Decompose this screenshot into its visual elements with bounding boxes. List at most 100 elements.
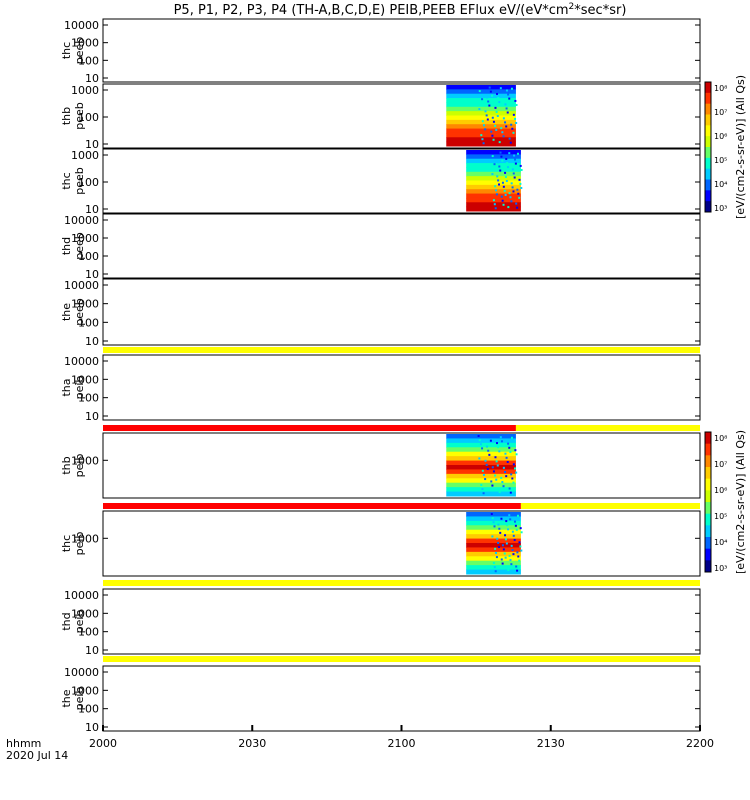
- colorbar-segment: [705, 136, 711, 148]
- spectrogram-cell: [488, 104, 491, 107]
- colorbar-tick-label: 10⁶: [714, 486, 727, 495]
- colorbar-tick-label: 10⁵: [714, 156, 727, 165]
- y-tick-label: 100: [78, 54, 99, 67]
- spectrogram-cell: [502, 203, 505, 206]
- spectrogram-cell: [515, 166, 518, 169]
- panel-frame: [102, 18, 701, 83]
- spectrogram-cell: [466, 202, 521, 208]
- y-axis-label: peeb: [73, 232, 86, 260]
- spectrogram-cell: [510, 563, 513, 566]
- spectrogram-cell: [491, 134, 494, 137]
- spectrogram-cell: [510, 87, 513, 90]
- spectrogram-cell: [500, 155, 503, 158]
- spectrogram-cell: [477, 86, 480, 88]
- colorbar-segment: [705, 92, 711, 105]
- spectrogram-cell: [503, 189, 506, 192]
- spectrogram-cell: [480, 134, 483, 137]
- spectrogram-cell: [516, 206, 519, 209]
- spectrogram-cell: [488, 453, 491, 456]
- spectrogram-cell: [479, 443, 482, 446]
- spectrogram-cell: [486, 445, 489, 448]
- spectrogram-cell: [487, 100, 490, 103]
- spectrogram-cell: [446, 106, 516, 112]
- colorbar-segment: [705, 490, 711, 503]
- spectrogram-cell: [510, 473, 513, 476]
- spectrogram-cell: [497, 541, 500, 544]
- spectrogram-cell: [502, 185, 505, 188]
- spectrogram-cell: [517, 555, 520, 558]
- spectrogram-cell: [466, 525, 521, 531]
- colorbar-segment: [705, 443, 711, 456]
- spectrogram-cell: [446, 478, 516, 484]
- spectrogram-cell: [512, 481, 515, 484]
- y-axis-label: peib: [73, 376, 86, 400]
- colorbar-segment: [705, 190, 711, 202]
- spectrogram-cell: [446, 93, 516, 99]
- x-tick-label: 2100: [388, 737, 416, 750]
- spectrogram-cell: [501, 544, 504, 547]
- spectrogram-block: [466, 512, 523, 575]
- colorbar-segment: [705, 147, 711, 159]
- y-tick-label: 1000: [71, 532, 99, 545]
- y-tick-label: 10: [85, 410, 99, 423]
- coverage-bar: [103, 580, 700, 586]
- spectrogram-cell: [504, 452, 507, 455]
- spectrogram-cell: [510, 123, 513, 126]
- spectrogram-cell: [504, 534, 507, 537]
- spectrogram-cell: [495, 478, 498, 481]
- spectrogram-cell: [488, 435, 491, 438]
- spectrogram-cell: [491, 94, 494, 97]
- spectrogram-cell: [509, 141, 512, 144]
- colorbar-tick-label: 10⁶: [714, 132, 727, 141]
- spectrogram-cell: [466, 193, 521, 199]
- x-tick-label: 2030: [238, 737, 266, 750]
- y-tick-label: 10: [85, 72, 99, 85]
- spectrogram-cell: [490, 513, 493, 515]
- spectrogram-cell: [494, 547, 497, 550]
- colorbar-segment: [705, 525, 711, 538]
- spectrogram-cell: [498, 101, 501, 104]
- spectrogram-cell: [505, 107, 508, 110]
- spectrogram-cell: [446, 473, 516, 479]
- spectrogram-cell: [499, 169, 502, 172]
- spectrogram-cell: [446, 137, 516, 143]
- spectrogram-cell: [519, 527, 522, 530]
- spectrogram-cell: [504, 103, 507, 106]
- spectrogram-cell: [481, 447, 484, 450]
- spectrogram-cell: [495, 460, 498, 463]
- spectrogram-cell: [512, 190, 515, 193]
- y-axis-label: peib: [73, 532, 86, 556]
- spectrogram-cell: [466, 538, 521, 544]
- spectrogram-cell: [446, 102, 516, 108]
- spectrogram-cell: [508, 554, 511, 557]
- y-axis-label: thb: [60, 456, 73, 474]
- spectrogram-cell: [510, 182, 513, 185]
- spectrogram-cell: [512, 553, 515, 556]
- spectrogram-cell: [491, 443, 494, 446]
- spectrogram-cell: [446, 487, 516, 493]
- colorbar-segment: [705, 513, 711, 526]
- panel-frame: [102, 354, 701, 421]
- spectrogram-cell: [466, 512, 521, 517]
- y-axis-label: thb: [60, 107, 73, 125]
- spectrogram-cell: [493, 163, 496, 166]
- spectrogram-cell: [494, 185, 497, 188]
- spectrogram-cell: [502, 548, 505, 551]
- spectrogram-cell: [492, 138, 495, 141]
- spectrogram-cell: [446, 460, 516, 466]
- y-tick-label: 100: [78, 703, 99, 716]
- y-axis-label: thd: [60, 237, 73, 255]
- colorbar-tick-label: 10⁸: [714, 84, 727, 93]
- spectrogram-cell: [494, 456, 497, 459]
- spectrogram-cell: [506, 460, 509, 463]
- spectrogram-cell: [482, 473, 485, 476]
- spectrogram-cell: [519, 545, 522, 548]
- spectrogram-cell: [512, 113, 515, 116]
- spectrogram-cell: [446, 434, 516, 439]
- spectrogram-cell: [498, 183, 501, 186]
- panel-frame: [102, 432, 701, 499]
- colorbar-segment: [705, 125, 711, 137]
- panel-frame: [102, 588, 701, 655]
